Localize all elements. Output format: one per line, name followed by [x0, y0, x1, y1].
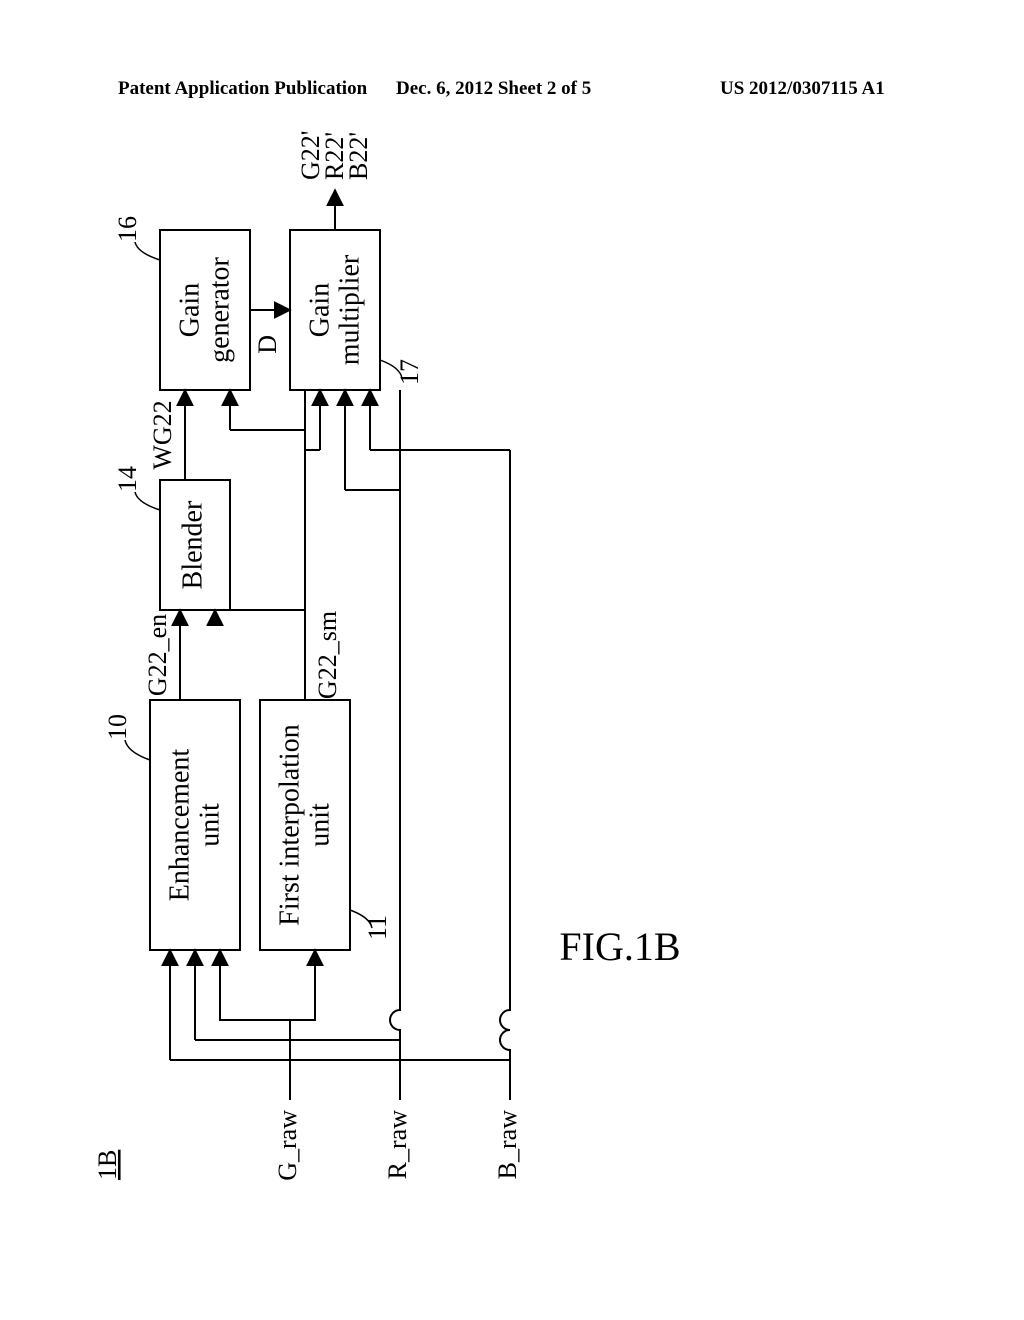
svg-text:11: 11 [363, 915, 392, 940]
svg-text:14: 14 [113, 466, 142, 492]
svg-text:D: D [253, 335, 282, 354]
svg-text:First interpolation: First interpolation [274, 724, 305, 925]
svg-text:Enhancement: Enhancement [164, 749, 195, 902]
svg-text:G22_en: G22_en [143, 614, 172, 696]
svg-text:multiplier: multiplier [334, 254, 365, 365]
svg-text:G22_sm: G22_sm [313, 611, 342, 699]
svg-text:B_raw: B_raw [493, 1110, 522, 1180]
svg-text:17: 17 [395, 359, 424, 385]
svg-text:R_raw: R_raw [383, 1110, 412, 1180]
svg-text:1B: 1B [93, 1150, 122, 1180]
svg-text:16: 16 [113, 216, 142, 242]
block-diagram: EnhancementunitFirst interpolationunitBl… [60, 130, 960, 1230]
svg-text:unit: unit [304, 803, 335, 847]
svg-text:Gain: Gain [304, 283, 335, 337]
header-left: Patent Application Publication [118, 78, 367, 100]
header-center: Dec. 6, 2012 Sheet 2 of 5 [396, 78, 591, 100]
svg-text:10: 10 [103, 714, 132, 740]
svg-text:WG22: WG22 [148, 400, 177, 469]
svg-text:Gain: Gain [174, 283, 205, 337]
svg-text:unit: unit [194, 803, 225, 847]
header-right: US 2012/0307115 A1 [720, 78, 885, 100]
svg-text:Blender: Blender [177, 500, 208, 589]
svg-text:G_raw: G_raw [273, 1110, 302, 1181]
svg-text:FIG.1B: FIG.1B [559, 924, 680, 969]
svg-text:generator: generator [204, 256, 235, 362]
svg-text:B22': B22' [344, 132, 373, 180]
